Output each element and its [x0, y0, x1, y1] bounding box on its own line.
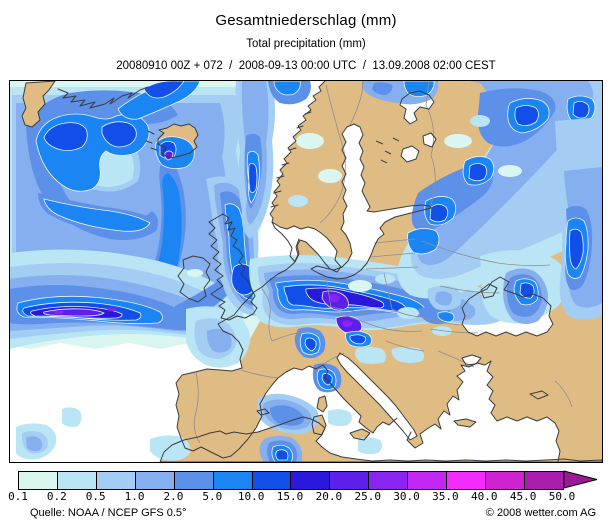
legend-cell	[330, 472, 370, 489]
mediterranean-blobs	[16, 306, 425, 462]
legend-cell	[174, 472, 214, 489]
legend-cell	[135, 472, 175, 489]
legend-cell	[447, 472, 487, 489]
legend-cell	[57, 472, 97, 489]
legend-tick-label: 35.0	[432, 490, 459, 503]
iceland-skerries	[145, 130, 158, 151]
legend-tick-label: 15.0	[276, 490, 304, 503]
legend-tick-label: 45.0	[509, 490, 537, 503]
legend-cell	[96, 472, 136, 489]
page-subtitle: Total precipitation (mm)	[246, 38, 366, 50]
greenland-skerries	[57, 86, 149, 109]
norwegian-sea-band	[235, 81, 439, 239]
legend-bar	[18, 471, 564, 490]
legend-cell	[369, 472, 409, 489]
legend-cell	[252, 472, 292, 489]
legend-tick-label: 30.0	[393, 490, 420, 503]
legend-cell	[213, 472, 253, 489]
source-note: Quelle: NOAA / NCEP GFS 0.5°	[30, 507, 187, 519]
page-title: Gesamtniederschlag (mm)	[215, 12, 397, 29]
legend-tick-label: 40.0	[471, 490, 498, 503]
norway-fjords	[270, 111, 312, 208]
legend-tick-label: 1.0	[124, 490, 145, 503]
legend-tick-labels: 0.1 0.2 0.5 1.0 2.0 5.0 10.0 15.0 20.0 25.0 30.0 35…	[0, 490, 612, 504]
legend-cell	[291, 472, 331, 489]
legend-tick-label: 0.2	[46, 490, 67, 503]
copyright-note: © 2008 wetter.com AG	[485, 507, 596, 519]
legend-tick-label: 50.0	[548, 490, 576, 503]
legend-colorbar: 0.1 0.2 0.5 1.0 2.0 5.0 10.0 15.0 20.0 25.0 30.0 35…	[0, 470, 612, 506]
legend-cell	[408, 472, 448, 489]
legend-cell	[19, 472, 58, 489]
legend-tick-label: 10.0	[237, 490, 265, 503]
overflow-arrow-shape	[564, 470, 598, 489]
legend-tick-label: 0.5	[85, 490, 106, 503]
europe-precipitation-map	[10, 81, 602, 462]
precipitation-layer	[10, 81, 602, 462]
legend-cell	[486, 472, 525, 489]
legend-cell	[524, 472, 563, 489]
legend-tick-label: 0.1	[8, 490, 28, 503]
atlantic-front-system	[10, 249, 244, 349]
coastline-layer	[21, 81, 602, 462]
run-info: 20080910 00Z + 072 / 2008-09-13 00:00 UT…	[116, 60, 496, 72]
legend-tick-label: 20.0	[315, 490, 343, 503]
legend-tick-label: 2.0	[163, 490, 184, 503]
finland-lakes	[375, 137, 400, 164]
overflow-arrow	[564, 470, 598, 489]
map-frame	[9, 80, 603, 463]
legend-tick-label: 25.0	[354, 490, 381, 503]
legend-tick-label: 5.0	[202, 490, 223, 503]
central-europe-band	[249, 255, 503, 393]
